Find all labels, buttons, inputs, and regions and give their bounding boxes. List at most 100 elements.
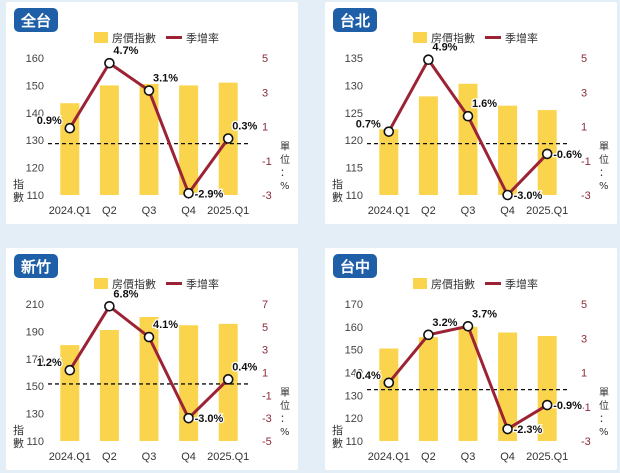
y-axis-label: 數 [13,437,24,450]
y2-axis-label: % [280,427,290,438]
growth-data-label: 4.7% [113,45,138,57]
y-tick-label: 110 [345,436,363,448]
y2-axis-label: 單 [599,141,609,153]
growth-data-label: -0.6% [553,149,582,161]
y-tick-label: 120 [26,163,44,175]
growth-data-label: 1.6% [472,98,497,110]
y-axis-label: 指 [332,423,343,437]
y2-tick-label: 1 [262,368,268,380]
y-axis-label: 指 [332,177,343,191]
chart-title: 台中 [340,258,370,276]
growth-point-1 [383,377,395,389]
bar-5 [537,335,557,441]
title-tag [14,8,58,32]
growth-point-4 [502,189,513,201]
y-tick-label: 120 [345,413,363,425]
y-tick-label: 130 [26,409,44,421]
y-tick-label: 210 [26,299,44,311]
y2-axis-label: 單 [280,387,290,399]
y-tick-label: 135 [345,53,363,65]
legend-bar-swatch [94,278,108,289]
legend-bar-label: 房價指數 [431,277,475,291]
growth-data-label: -0.9% [553,400,582,412]
x-tick-label: Q2 [102,451,117,463]
y2-tick-label: -3 [262,190,272,202]
y-tick-label: 160 [345,322,363,334]
x-tick-label: 2024.Q1 [368,451,410,463]
y-tick-label: 150 [345,345,363,357]
y2-tick-label: -1 [262,156,272,168]
x-tick-label: 2025.Q1 [526,451,568,463]
growth-point-4 [502,423,513,435]
y2-tick-label: 1 [262,122,268,134]
legend-line-label: 季增率 [505,277,538,291]
bar-3 [139,84,159,195]
growth-point-3 [143,85,155,96]
growth-data-label: 3.2% [432,317,457,329]
y2-tick-label: 5 [581,299,587,311]
growth-data-label: 4.1% [153,319,178,331]
bar-2 [99,85,119,195]
y2-tick-label: 5 [262,53,268,65]
x-tick-label: Q4 [181,205,196,217]
growth-point-1 [64,122,76,134]
y2-axis-label: % [280,181,290,192]
legend-line-label: 季增率 [186,277,219,291]
y2-tick-label: -5 [262,436,272,448]
legend-bar-label: 房價指數 [112,31,156,45]
growth-data-label: 0.9% [37,115,62,127]
y2-tick-label: -3 [581,436,591,448]
growth-point-5 [222,374,234,385]
y2-axis-label: ： [599,168,609,179]
growth-point-5 [541,148,553,160]
y2-tick-label: 3 [262,345,268,357]
y2-tick-label: -3 [262,413,272,425]
growth-data-label: -2.3% [514,424,543,436]
x-tick-label: 2024.Q1 [49,451,91,463]
panel-taipei: 台北 房價指數 季增率 110 115 120 125 130 135 5 3 1 -1 -3 指數 單位 ：%… [325,2,617,224]
y-tick-label: 110 [26,436,44,448]
y2-axis-label: ： [599,414,609,425]
y2-tick-label: 5 [581,53,587,65]
y2-tick-label: -1 [581,156,591,168]
y-tick-label: 140 [345,368,363,380]
y-tick-label: 130 [345,80,363,92]
y2-tick-label: 3 [581,333,587,345]
y2-axis-label: 位 [280,399,290,412]
bar-4 [179,85,199,195]
y-tick-label: 160 [26,53,44,65]
y2-axis-label: 位 [599,153,609,166]
y2-tick-label: -1 [581,402,591,414]
y2-tick-label: 1 [581,122,587,134]
chart-title: 新竹 [21,258,51,276]
y-axis-label: 指 [13,177,24,191]
y-tick-label: 190 [26,326,44,338]
bar-1 [379,129,399,195]
growth-point-4 [183,187,194,199]
y2-tick-label: 5 [262,322,268,334]
growth-data-label: 0.4% [356,370,381,382]
x-tick-label: Q2 [421,451,436,463]
x-tick-label: Q3 [461,205,476,217]
chart-title: 台北 [340,12,370,30]
bar-2 [99,330,119,441]
y2-tick-label: 3 [262,87,268,99]
legend-bar-label: 房價指數 [112,277,156,291]
panel-quanTai: 全台 房價指數 季增率 110 120 130 140 150 160 5 3 1 -1 -3 指數 單位 ：%… [6,2,298,224]
x-tick-label: Q3 [142,451,157,463]
growth-data-label: -3.0% [195,413,224,425]
growth-data-label: 0.7% [356,119,381,131]
growth-data-label: 3.1% [153,73,178,85]
x-tick-label: Q2 [102,205,117,217]
growth-data-label: 6.8% [113,288,138,300]
legend-line-label: 季增率 [186,31,219,45]
growth-point-2 [423,54,434,66]
growth-point-4 [183,412,194,424]
y-tick-label: 125 [345,108,363,120]
y2-tick-label: -3 [581,190,591,202]
growth-data-label: 3.7% [472,308,497,320]
title-tag [333,8,377,32]
